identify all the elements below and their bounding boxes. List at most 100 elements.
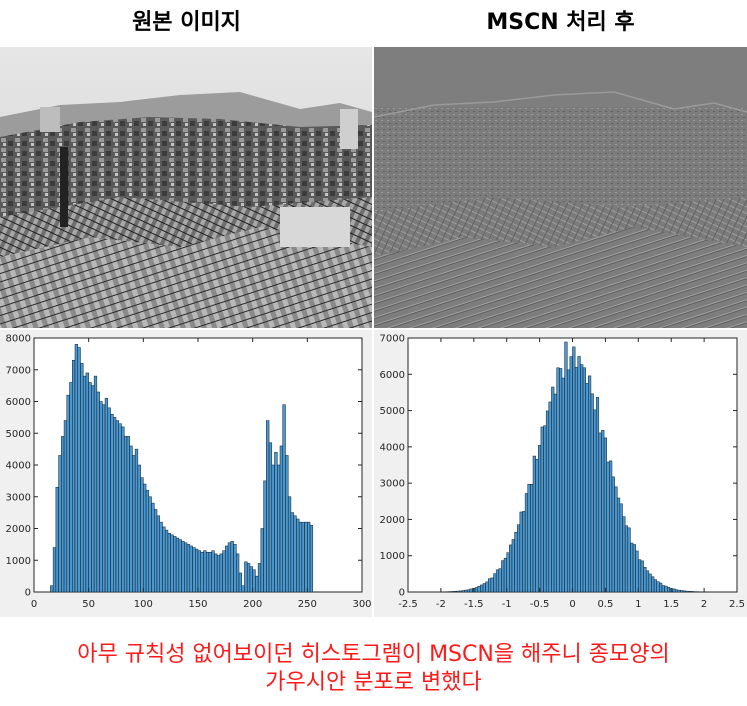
histogram-bar	[519, 511, 523, 593]
histogram-bar	[192, 547, 196, 593]
histogram-bar	[569, 356, 573, 593]
histogram-bar	[488, 578, 492, 593]
histogram-bar	[290, 512, 294, 593]
y-tick-label: 0	[25, 588, 31, 599]
histogram-bar	[285, 455, 289, 593]
histogram-bar	[516, 524, 521, 593]
histogram-bar	[195, 548, 199, 593]
histogram-bar	[577, 356, 581, 593]
histogram-bar	[511, 539, 515, 593]
x-tick-label: 50	[82, 599, 95, 610]
histogram-bar	[279, 445, 283, 593]
x-tick-label: 250	[298, 599, 317, 610]
histogram-bar	[493, 573, 497, 593]
histogram-bar	[545, 410, 550, 593]
histogram-bar	[50, 585, 54, 593]
histogram-bar	[464, 589, 468, 593]
histogram-bar	[514, 532, 518, 593]
histogram-bar	[63, 420, 68, 593]
histogram-bar	[66, 394, 70, 593]
histogram-bar	[301, 521, 305, 593]
histogram-bar	[530, 483, 534, 593]
histogram-bar	[140, 477, 144, 593]
histogram-bar	[145, 490, 150, 593]
histogram-bar	[74, 344, 78, 593]
histogram-bar	[614, 486, 618, 593]
histogram-bar	[91, 385, 95, 593]
histogram-bar	[214, 553, 218, 593]
histogram-bar	[121, 426, 125, 593]
y-tick-label: 6000	[6, 397, 31, 408]
x-tick-label: -1	[502, 599, 512, 610]
histogram-bar	[93, 375, 98, 593]
histogram-bar	[643, 567, 647, 593]
histogram-bar	[173, 536, 177, 593]
histogram-bar	[477, 586, 481, 593]
x-tick-label: 300	[352, 599, 371, 610]
histogram-bar	[113, 417, 117, 593]
histogram-bar	[164, 529, 169, 593]
histogram-bar	[585, 383, 589, 593]
histogram-bar	[88, 382, 92, 593]
histogram-bar	[162, 526, 166, 593]
original-image-title: 원본 이미지	[132, 10, 241, 35]
histogram-bar	[616, 497, 621, 593]
histogram-bar	[640, 560, 644, 593]
histogram-bar	[244, 561, 248, 593]
histogram-bar	[559, 368, 563, 593]
histogram-bar	[601, 429, 605, 593]
histogram-bar	[246, 563, 251, 593]
histogram-bar	[459, 590, 463, 593]
y-tick-label: 3000	[6, 492, 31, 503]
caption-line-1: 아무 규칙성 없어보이던 히스토그램이 MSCN을 해주니 종모양의	[77, 642, 670, 667]
x-tick-label: 1	[635, 599, 641, 610]
histogram-bar	[137, 464, 141, 593]
histogram-bar	[635, 550, 639, 593]
histogram-bar	[451, 591, 455, 593]
histogram-bar	[453, 591, 457, 593]
histogram-bar	[115, 420, 119, 593]
histogram-bar	[509, 544, 513, 593]
histogram-bar	[167, 533, 171, 593]
histogram-bar	[664, 585, 668, 593]
histogram-bar	[466, 589, 471, 593]
histogram-bar	[107, 407, 111, 593]
histogram-bar	[611, 476, 615, 593]
histogram-bar	[227, 542, 232, 593]
histogram-bar	[170, 534, 174, 593]
histogram-bar	[688, 591, 692, 593]
y-tick-label: 3000	[380, 479, 405, 490]
histogram-bar	[82, 375, 87, 593]
histogram-bar	[96, 391, 100, 593]
histogram-bar	[619, 503, 623, 593]
histogram-bar	[632, 544, 636, 593]
y-tick-label: 2000	[6, 524, 31, 535]
histogram-bar	[309, 525, 314, 593]
histogram-bar	[129, 445, 133, 593]
x-tick-label: -2.5	[398, 599, 418, 610]
histogram-bar	[80, 363, 84, 593]
mscn-histogram: -2.5 -2 -1.5 -1 -0.5 0 0.5 1 1.5 2 2.5 0 1000 2000 300…	[374, 330, 747, 617]
x-tick-label: 2	[701, 599, 707, 610]
histogram-bar	[624, 525, 629, 593]
y-tick-label: 6000	[380, 370, 405, 381]
x-tick-label: 100	[134, 599, 153, 610]
histogram-bar	[474, 587, 478, 593]
original-photo	[0, 47, 372, 328]
histogram-bar	[134, 448, 139, 593]
histogram-bar	[535, 459, 539, 593]
histogram-bar	[548, 401, 552, 593]
histogram-bar	[630, 542, 634, 593]
histogram-bar	[588, 375, 592, 593]
histogram-bar	[132, 455, 136, 593]
histogram-bar	[561, 377, 565, 593]
histogram-bar	[540, 426, 544, 593]
mscn-photo	[374, 47, 747, 328]
histogram-bar	[241, 585, 245, 593]
y-tick-label: 7000	[380, 334, 405, 345]
histogram-bar	[685, 590, 689, 593]
histogram-bar	[582, 367, 586, 593]
histogram-bar	[102, 404, 106, 593]
histogram-bar	[296, 518, 300, 593]
histogram-bar	[551, 386, 555, 593]
